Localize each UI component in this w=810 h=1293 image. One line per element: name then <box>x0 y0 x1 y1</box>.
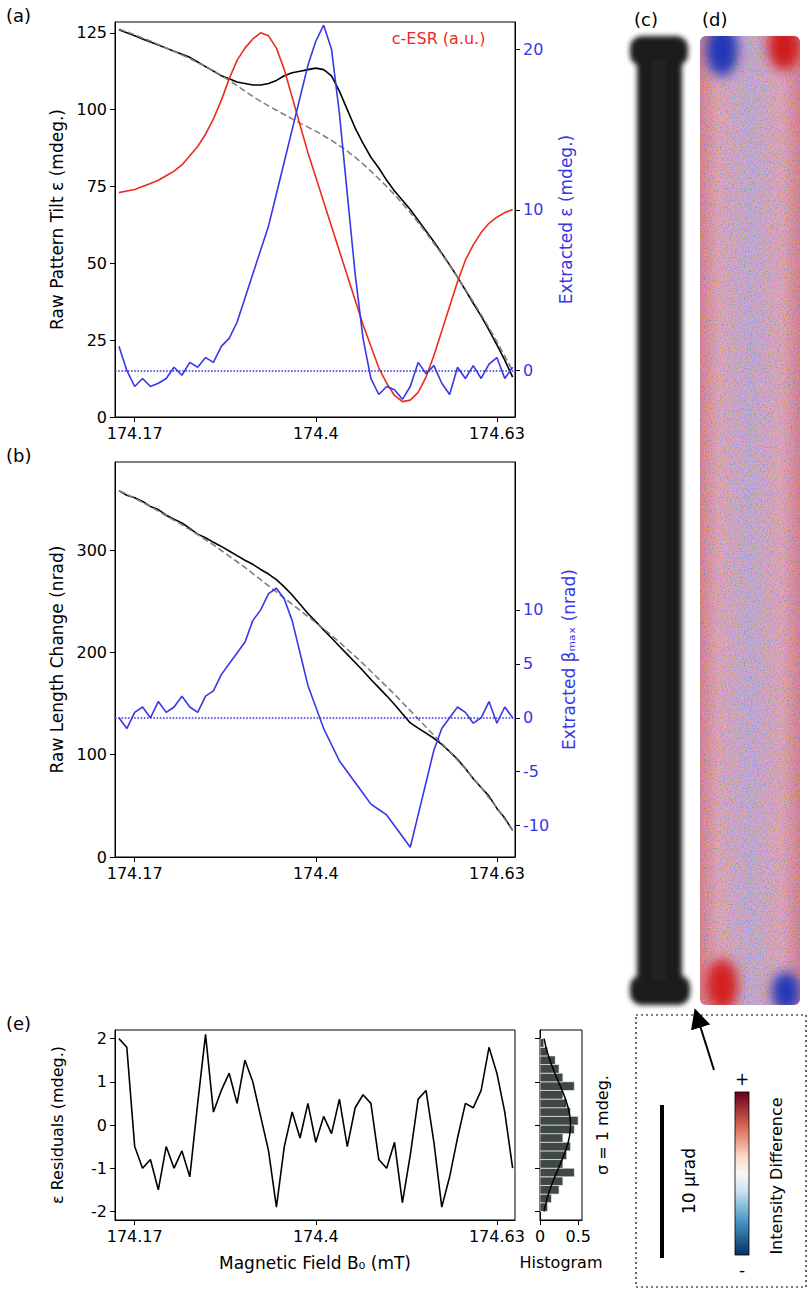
svg-text:(e): (e) <box>6 1013 31 1034</box>
svg-text:174.4: 174.4 <box>293 1227 339 1246</box>
svg-text:+: + <box>735 1069 749 1089</box>
svg-text:10 µrad: 10 µrad <box>679 1148 699 1214</box>
svg-text:(d): (d) <box>702 9 727 30</box>
svg-text:Raw Pattern Tilt ε (mdeg.): Raw Pattern Tilt ε (mdeg.) <box>47 109 67 330</box>
svg-text:125: 125 <box>76 23 107 42</box>
svg-text:(c): (c) <box>634 9 658 30</box>
svg-text:-5: -5 <box>523 762 539 781</box>
svg-text:-1: -1 <box>91 1159 107 1178</box>
svg-text:Extracted βₘₐₓ (nrad): Extracted βₘₐₓ (nrad) <box>559 569 579 750</box>
svg-text:10: 10 <box>523 600 543 619</box>
svg-text:Magnetic Field B₀ (mT): Magnetic Field B₀ (mT) <box>219 1253 411 1273</box>
svg-text:5: 5 <box>523 654 533 673</box>
svg-text:174.63: 174.63 <box>469 864 525 883</box>
svg-text:100: 100 <box>76 745 107 764</box>
svg-text:174.17: 174.17 <box>107 424 163 443</box>
svg-text:-10: -10 <box>523 816 549 835</box>
svg-text:200: 200 <box>76 643 107 662</box>
svg-text:10: 10 <box>523 200 543 219</box>
svg-text:2: 2 <box>97 1029 107 1048</box>
svg-text:174.4: 174.4 <box>293 424 339 443</box>
svg-text:0: 0 <box>523 708 533 727</box>
svg-text:-: - <box>739 1260 745 1280</box>
svg-text:174.17: 174.17 <box>107 1227 163 1246</box>
svg-text:50: 50 <box>87 254 107 273</box>
svg-text:174.63: 174.63 <box>469 424 525 443</box>
svg-text:1: 1 <box>97 1072 107 1091</box>
svg-text:c-ESR (a.u.): c-ESR (a.u.) <box>392 29 486 48</box>
svg-text:174.4: 174.4 <box>293 864 339 883</box>
svg-text:Histogram: Histogram <box>520 1253 603 1272</box>
svg-text:Raw Length Change (nrad): Raw Length Change (nrad) <box>47 546 67 774</box>
svg-text:(b): (b) <box>6 445 31 466</box>
svg-text:0: 0 <box>523 361 533 380</box>
svg-text:-2: -2 <box>91 1202 107 1221</box>
svg-text:174.63: 174.63 <box>469 1227 525 1246</box>
svg-text:100: 100 <box>76 100 107 119</box>
svg-text:0: 0 <box>97 1116 107 1135</box>
svg-text:300: 300 <box>76 541 107 560</box>
svg-text:25: 25 <box>87 331 107 350</box>
svg-text:0.5: 0.5 <box>565 1227 590 1246</box>
svg-text:0: 0 <box>535 1227 545 1246</box>
svg-text:σ = 1 mdeg.: σ = 1 mdeg. <box>593 1075 612 1175</box>
svg-text:(a): (a) <box>6 5 31 26</box>
svg-text:0: 0 <box>97 848 107 867</box>
svg-text:Extracted ε (mdeg.): Extracted ε (mdeg.) <box>556 135 576 304</box>
svg-text:20: 20 <box>523 40 543 59</box>
svg-text:174.17: 174.17 <box>107 864 163 883</box>
svg-text:ε Residuals (mdeg.): ε Residuals (mdeg.) <box>48 1046 67 1204</box>
svg-text:Intensity Difference: Intensity Difference <box>767 1097 786 1254</box>
svg-text:75: 75 <box>87 177 107 196</box>
svg-text:0: 0 <box>97 408 107 427</box>
